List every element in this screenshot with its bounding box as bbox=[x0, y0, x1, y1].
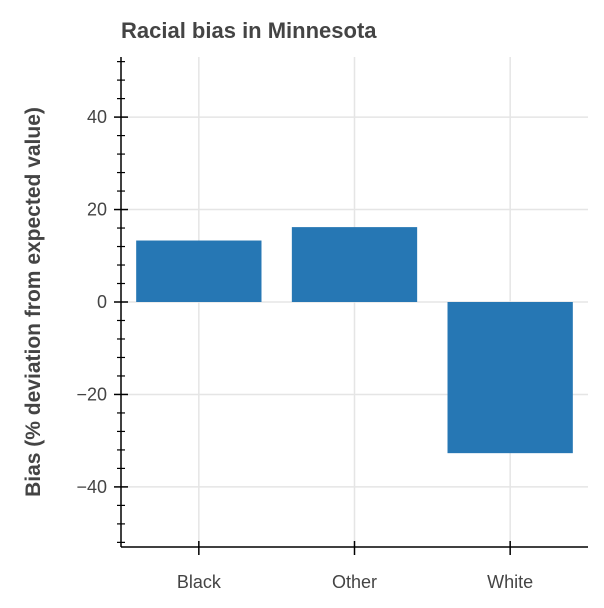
x-tick-label: Black bbox=[177, 572, 222, 592]
bar-white bbox=[447, 302, 573, 454]
y-ticks: −40 −20 0 20 40 bbox=[76, 61, 128, 543]
y-tick-label: −40 bbox=[76, 477, 107, 497]
x-tick-label: White bbox=[487, 572, 533, 592]
y-axis-label: Bias (% deviation from expected value) bbox=[22, 107, 45, 497]
y-tick-label: −20 bbox=[76, 384, 107, 404]
bar-other bbox=[291, 227, 418, 302]
y-tick-label: 0 bbox=[97, 292, 107, 312]
y-tick-label: 20 bbox=[87, 200, 107, 220]
bars bbox=[136, 227, 573, 454]
x-ticks: Black Other White bbox=[177, 541, 533, 592]
x-tick-label: Other bbox=[332, 572, 377, 592]
y-tick-label: 40 bbox=[87, 107, 107, 127]
chart-title: Racial bias in Minnesota bbox=[121, 18, 377, 43]
bar-black bbox=[136, 240, 262, 302]
